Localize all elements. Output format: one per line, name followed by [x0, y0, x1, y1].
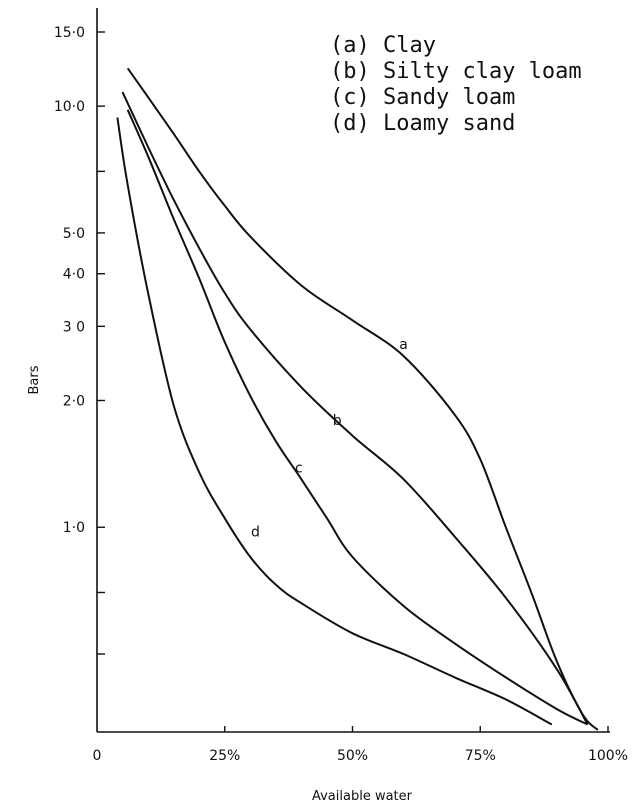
y-tick-label: 15·0 — [54, 25, 85, 41]
x-tick-label: 25% — [209, 748, 240, 764]
y-tick-label: 10·0 — [54, 99, 85, 115]
y-axis-title: Bars — [27, 365, 42, 394]
series-line-a — [126, 67, 599, 731]
curve-label-d: d — [251, 525, 260, 541]
curve-label-b: b — [333, 413, 342, 429]
y-tick-label: 2·0 — [63, 393, 85, 409]
legend: (a) Clay(b) Silty clay loam(c) Sandy loa… — [330, 33, 582, 136]
y-tick-label: 3 0 — [63, 319, 85, 335]
x-tick-label: 100% — [588, 748, 628, 764]
legend-entry: (a) Clay — [330, 33, 436, 58]
curve-labels: a b c d — [251, 337, 408, 541]
series-line-b — [121, 91, 589, 725]
x-tick-label: 50% — [337, 748, 368, 764]
legend-entry: (c) Sandy loam — [330, 85, 515, 110]
legend-entry: (d) Loamy sand — [330, 111, 515, 136]
y-tick-label: 1·0 — [63, 520, 85, 536]
y-tick-label: 5·0 — [63, 226, 85, 242]
x-axis-title: Available water — [312, 789, 413, 804]
curves — [116, 67, 599, 731]
series-line-d — [116, 117, 553, 726]
x-tick-label: 0 — [93, 748, 102, 764]
axes — [96, 8, 610, 733]
y-tick-label: 4·0 — [63, 267, 85, 283]
curve-label-a: a — [399, 337, 408, 353]
series-line-c — [126, 109, 589, 726]
x-tick-label: 75% — [465, 748, 496, 764]
y-ticks: 15·0 10·0 5·0 4·0 3 0 2·0 1·0 — [54, 25, 105, 655]
x-ticks: 0 25% 50% 75% 100% — [93, 726, 628, 764]
legend-entry: (b) Silty clay loam — [330, 59, 582, 84]
curve-label-c: c — [295, 460, 303, 476]
